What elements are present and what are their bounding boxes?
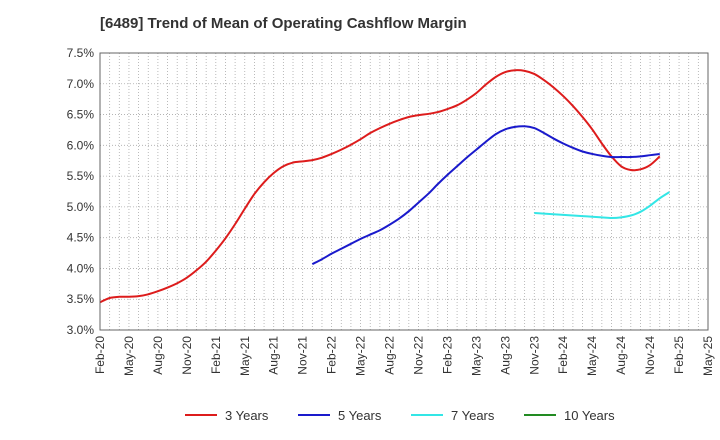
- x-tick-label: May-20: [122, 336, 136, 376]
- x-tick-label: Nov-20: [180, 336, 194, 375]
- x-tick-label: Nov-23: [527, 336, 541, 375]
- y-tick-label: 3.5%: [67, 292, 95, 306]
- y-tick-label: 4.0%: [67, 261, 95, 275]
- chart-title: [6489] Trend of Mean of Operating Cashfl…: [100, 15, 467, 32]
- x-tick-label: May-25: [701, 336, 715, 376]
- x-tick-label: Aug-21: [267, 336, 281, 375]
- y-tick-label: 5.5%: [67, 169, 95, 183]
- y-tick-label: 6.5%: [67, 108, 95, 122]
- plot-frame: [99, 52, 709, 331]
- series-line-7-years: [534, 191, 670, 219]
- y-tick-label: 7.0%: [67, 77, 95, 91]
- x-tick-label: Feb-23: [440, 336, 454, 374]
- legend-label: 5 Years: [338, 408, 382, 423]
- y-axis: 3.0% 3.5% 4.0% 4.5% 5.0% 5.5% 6.0% 6.5% 7.0% 7.5%: [67, 46, 95, 337]
- y-tick-label: 5.0%: [67, 200, 95, 214]
- legend: 3 Years 5 Years 7 Years 10 Years: [185, 408, 615, 423]
- y-tick-label: 3.0%: [67, 323, 95, 337]
- y-tick-label: 4.5%: [67, 231, 95, 245]
- y-tick-label: 7.5%: [67, 46, 95, 60]
- series-lines: [99, 69, 670, 304]
- x-tick-label: Aug-22: [383, 336, 397, 375]
- x-tick-label: Nov-22: [411, 336, 425, 375]
- legend-label: 10 Years: [564, 408, 615, 423]
- x-tick-label: Feb-20: [93, 336, 107, 374]
- legend-label: 7 Years: [451, 408, 495, 423]
- x-tick-label: Nov-21: [296, 336, 310, 375]
- x-tick-label: Feb-21: [209, 336, 223, 374]
- legend-label: 3 Years: [225, 408, 269, 423]
- x-tick-label: Feb-25: [672, 336, 686, 374]
- x-tick-label: May-21: [238, 336, 252, 376]
- x-tick-label: Nov-24: [643, 336, 657, 375]
- x-tick-label: May-22: [354, 336, 368, 376]
- x-tick-label: Feb-22: [325, 336, 339, 374]
- x-tick-label: Feb-24: [556, 336, 570, 374]
- x-tick-label: Aug-24: [614, 336, 628, 375]
- x-tick-label: May-24: [585, 336, 599, 376]
- series-line-5-years: [311, 125, 660, 266]
- x-axis: Feb-20 May-20 Aug-20 Nov-20 Feb-21 May-21 Aug-…: [93, 336, 715, 376]
- series-line-3-years: [99, 69, 661, 304]
- x-tick-label: May-23: [469, 336, 483, 376]
- x-tick-label: Aug-23: [498, 336, 512, 375]
- grid-lines: [99, 52, 709, 331]
- y-tick-label: 6.0%: [67, 138, 95, 152]
- x-tick-label: Aug-20: [151, 336, 165, 375]
